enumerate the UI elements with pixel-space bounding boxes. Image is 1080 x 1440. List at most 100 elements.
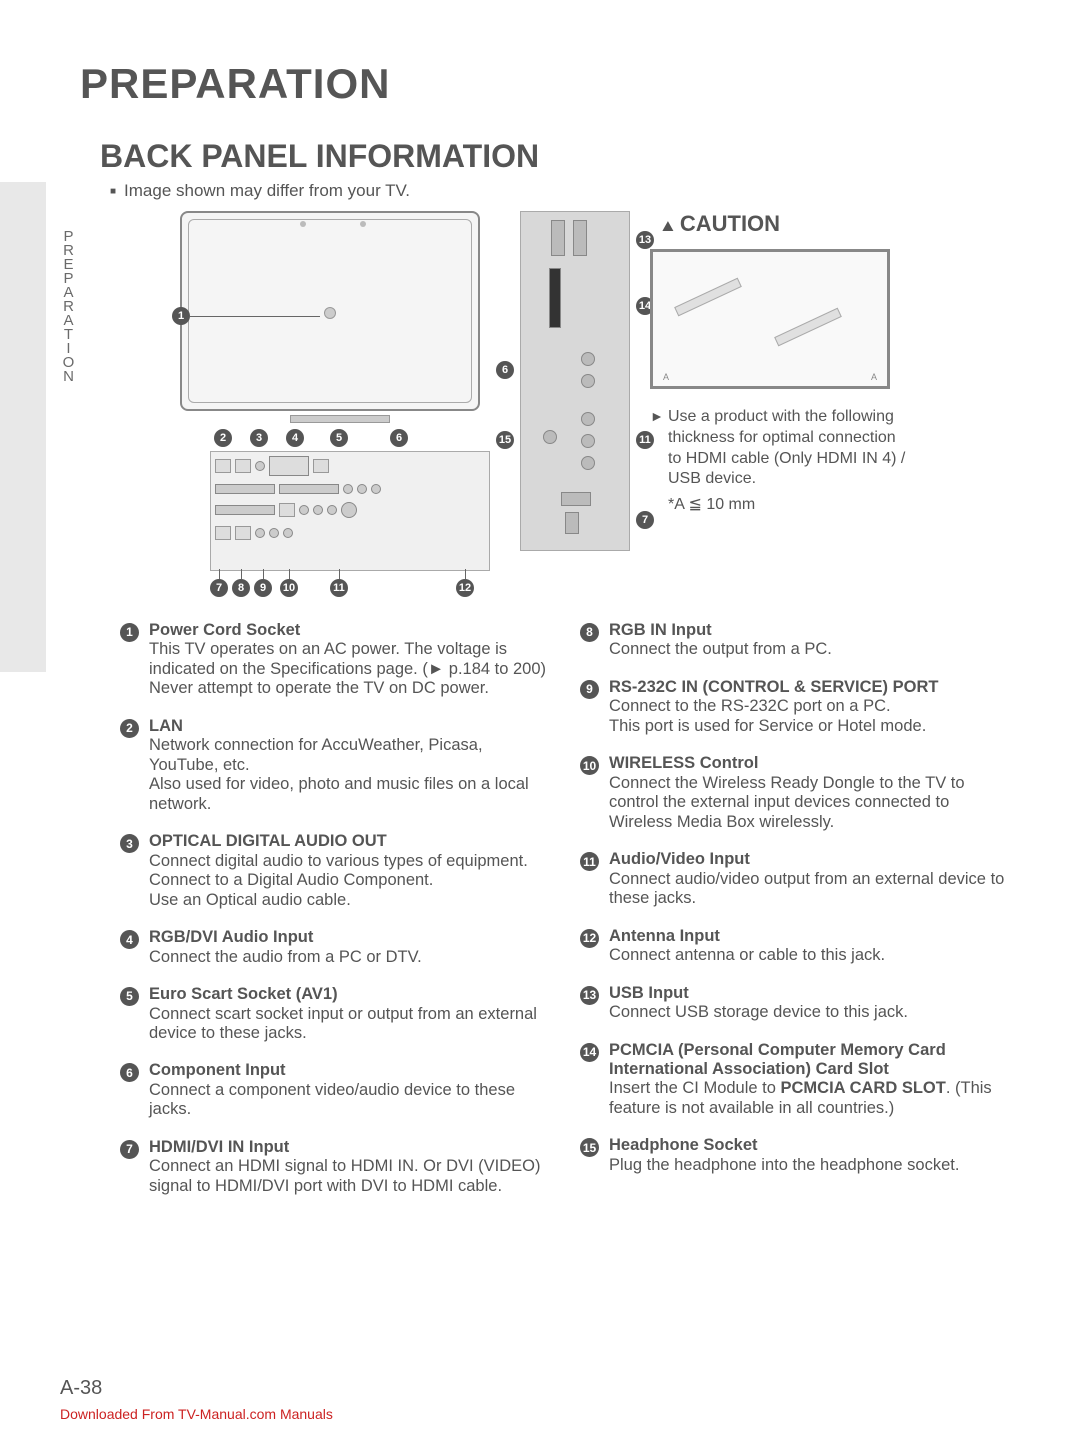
callout-6: 6: [390, 429, 408, 447]
item-number-badge: 4: [120, 930, 139, 949]
port-item: 10 WIRELESS Control Connect the Wireless R…: [580, 754, 1010, 832]
item-body: RGB IN InputConnect the output from a PC…: [609, 621, 1010, 660]
tv-stand: [290, 415, 390, 423]
item-title: Headphone Socket: [609, 1136, 758, 1154]
item-body: RGB/DVI Audio Input Connect the audio fro…: [149, 928, 550, 967]
item-body: Audio/Video Input Connect audio/video out…: [609, 850, 1010, 908]
item-body: Headphone Socket Plug the headphone into …: [609, 1136, 1010, 1175]
footer-source: Downloaded From TV-Manual.com Manuals: [60, 1406, 333, 1422]
callout-2: 2: [214, 429, 232, 447]
item-number-badge: 2: [120, 719, 139, 738]
item-title: Euro Scart Socket (AV1): [149, 985, 338, 1003]
left-column: 1 Power Cord SocketThis TV operates on an…: [120, 621, 550, 1214]
item-title: OPTICAL DIGITAL AUDIO OUT: [149, 832, 387, 850]
item-description: Connect the Wireless Ready Dongle to the…: [609, 774, 965, 831]
tv-back-diagram: 1 2 3 4 5 6 7 8 9 10 11 12: [180, 211, 500, 591]
item-title: RGB IN Input: [609, 621, 712, 639]
item-number-badge: 6: [120, 1063, 139, 1082]
side-callout-6: 6: [496, 361, 514, 379]
item-title: RS-232C IN (CONTROL & SERVICE) PORT: [609, 678, 938, 696]
caution-spec: *A ≦ 10 mm: [650, 494, 910, 514]
port-description-columns: 1 Power Cord SocketThis TV operates on an…: [120, 621, 1010, 1214]
item-title: PCMCIA (Personal Computer Memory Card In…: [609, 1041, 946, 1078]
item-title: Component Input: [149, 1061, 286, 1079]
item-number-badge: 14: [580, 1043, 599, 1062]
caution-illustration: A A: [650, 249, 890, 389]
item-title: Power Cord Socket: [149, 621, 300, 639]
side-callout-15: 15: [496, 431, 514, 449]
side-callout-7: 7: [636, 511, 654, 529]
item-body: Component Input Connect a component video…: [149, 1061, 550, 1119]
port-item: 2 LANNetwork connection for AccuWeather, …: [120, 717, 550, 814]
item-number-badge: 15: [580, 1138, 599, 1157]
port-item: 13 USB InputConnect USB storage device to…: [580, 984, 1010, 1023]
caution-box: CAUTION A A Use a product with the follo…: [650, 211, 910, 514]
callout-4: 4: [286, 429, 304, 447]
item-body: Power Cord SocketThis TV operates on an …: [149, 621, 550, 699]
item-body: USB InputConnect USB storage device to t…: [609, 984, 1010, 1023]
caution-title: CAUTION: [660, 211, 910, 237]
item-number-badge: 13: [580, 986, 599, 1005]
item-number-badge: 7: [120, 1140, 139, 1159]
item-description: Connect a component video/audio device t…: [149, 1081, 515, 1118]
port-item: 15 Headphone Socket Plug the headphone int…: [580, 1136, 1010, 1175]
item-description: Connect scart socket input or output fro…: [149, 1005, 537, 1042]
side-panel-wrapper: 13 14 6 11 15 7: [520, 211, 630, 551]
item-title: Audio/Video Input: [609, 850, 750, 868]
side-callout-13: 13: [636, 231, 654, 249]
item-number-badge: 10: [580, 756, 599, 775]
callout-8: 8: [232, 579, 250, 597]
right-column: 8RGB IN InputConnect the output from a P…: [580, 621, 1010, 1214]
item-description: Connect USB storage device to this jack.: [609, 1003, 908, 1021]
item-title: RGB/DVI Audio Input: [149, 928, 313, 946]
port-item: 14 PCMCIA (Personal Computer Memory Card …: [580, 1041, 1010, 1119]
section-tab: [0, 182, 46, 672]
callout-12: 12: [456, 579, 474, 597]
callout-7: 7: [210, 579, 228, 597]
item-description: Connect digital audio to various types o…: [149, 852, 528, 909]
callout-9: 9: [254, 579, 272, 597]
item-number-badge: 3: [120, 834, 139, 853]
item-description: Connect the audio from a PC or DTV.: [149, 948, 422, 966]
item-number-badge: 11: [580, 852, 599, 871]
port-item: 9 RS-232C IN (CONTROL & SERVICE) PORTConn…: [580, 678, 1010, 736]
item-body: WIRELESS Control Connect the Wireless Rea…: [609, 754, 1010, 832]
page-number: A-38: [60, 1377, 102, 1400]
port-item: 12Antenna InputConnect antenna or cable …: [580, 927, 1010, 966]
port-item: 4 RGB/DVI Audio Input Connect the audio fr…: [120, 928, 550, 967]
item-description: Plug the headphone into the headphone so…: [609, 1156, 959, 1174]
item-title: Antenna Input: [609, 927, 720, 945]
item-title: WIRELESS Control: [609, 754, 758, 772]
port-item: 6 Component Input Connect a component vide…: [120, 1061, 550, 1119]
tv-outline: [180, 211, 480, 411]
item-body: Euro Scart Socket (AV1) Connect scart soc…: [149, 985, 550, 1043]
item-body: HDMI/DVI IN InputConnect an HDMI signal …: [149, 1138, 550, 1196]
item-title: USB Input: [609, 984, 689, 1002]
callout-5: 5: [330, 429, 348, 447]
image-note: Image shown may differ from your TV.: [110, 181, 1010, 201]
callout-11: 11: [330, 579, 348, 597]
item-title: HDMI/DVI IN Input: [149, 1138, 289, 1156]
item-body: Antenna InputConnect antenna or cable to…: [609, 927, 1010, 966]
side-section-label: PREPARATION: [60, 228, 77, 382]
item-number-badge: 1: [120, 623, 139, 642]
item-body: OPTICAL DIGITAL AUDIO OUT Connect digital…: [149, 832, 550, 910]
port-item: 5 Euro Scart Socket (AV1) Connect scart so…: [120, 985, 550, 1043]
port-item: 11 Audio/Video Input Connect audio/video o…: [580, 850, 1010, 908]
page-main-title: PREPARATION: [80, 60, 1010, 108]
port-item: 8RGB IN InputConnect the output from a P…: [580, 621, 1010, 660]
item-title: LAN: [149, 717, 183, 735]
item-description: Connect audio/video output from an exter…: [609, 870, 1004, 907]
item-description: This TV operates on an AC power. The vol…: [149, 640, 546, 697]
item-description: Network connection for AccuWeather, Pica…: [149, 736, 529, 812]
item-description: Connect an HDMI signal to HDMI IN. Or DV…: [149, 1157, 541, 1194]
side-panel-diagram: [520, 211, 630, 551]
item-description: Connect the output from a PC.: [609, 640, 832, 658]
item-description: Connect antenna or cable to this jack.: [609, 946, 885, 964]
item-number-badge: 9: [580, 680, 599, 699]
item-body: LANNetwork connection for AccuWeather, P…: [149, 717, 550, 814]
item-description: Insert the CI Module to PCMCIA CARD SLOT…: [609, 1079, 992, 1116]
diagram-area: 1 2 3 4 5 6 7 8 9 10 11 12: [180, 211, 1010, 591]
item-number-badge: 5: [120, 987, 139, 1006]
item-description: Connect to the RS-232C port on a PC.This…: [609, 697, 926, 734]
